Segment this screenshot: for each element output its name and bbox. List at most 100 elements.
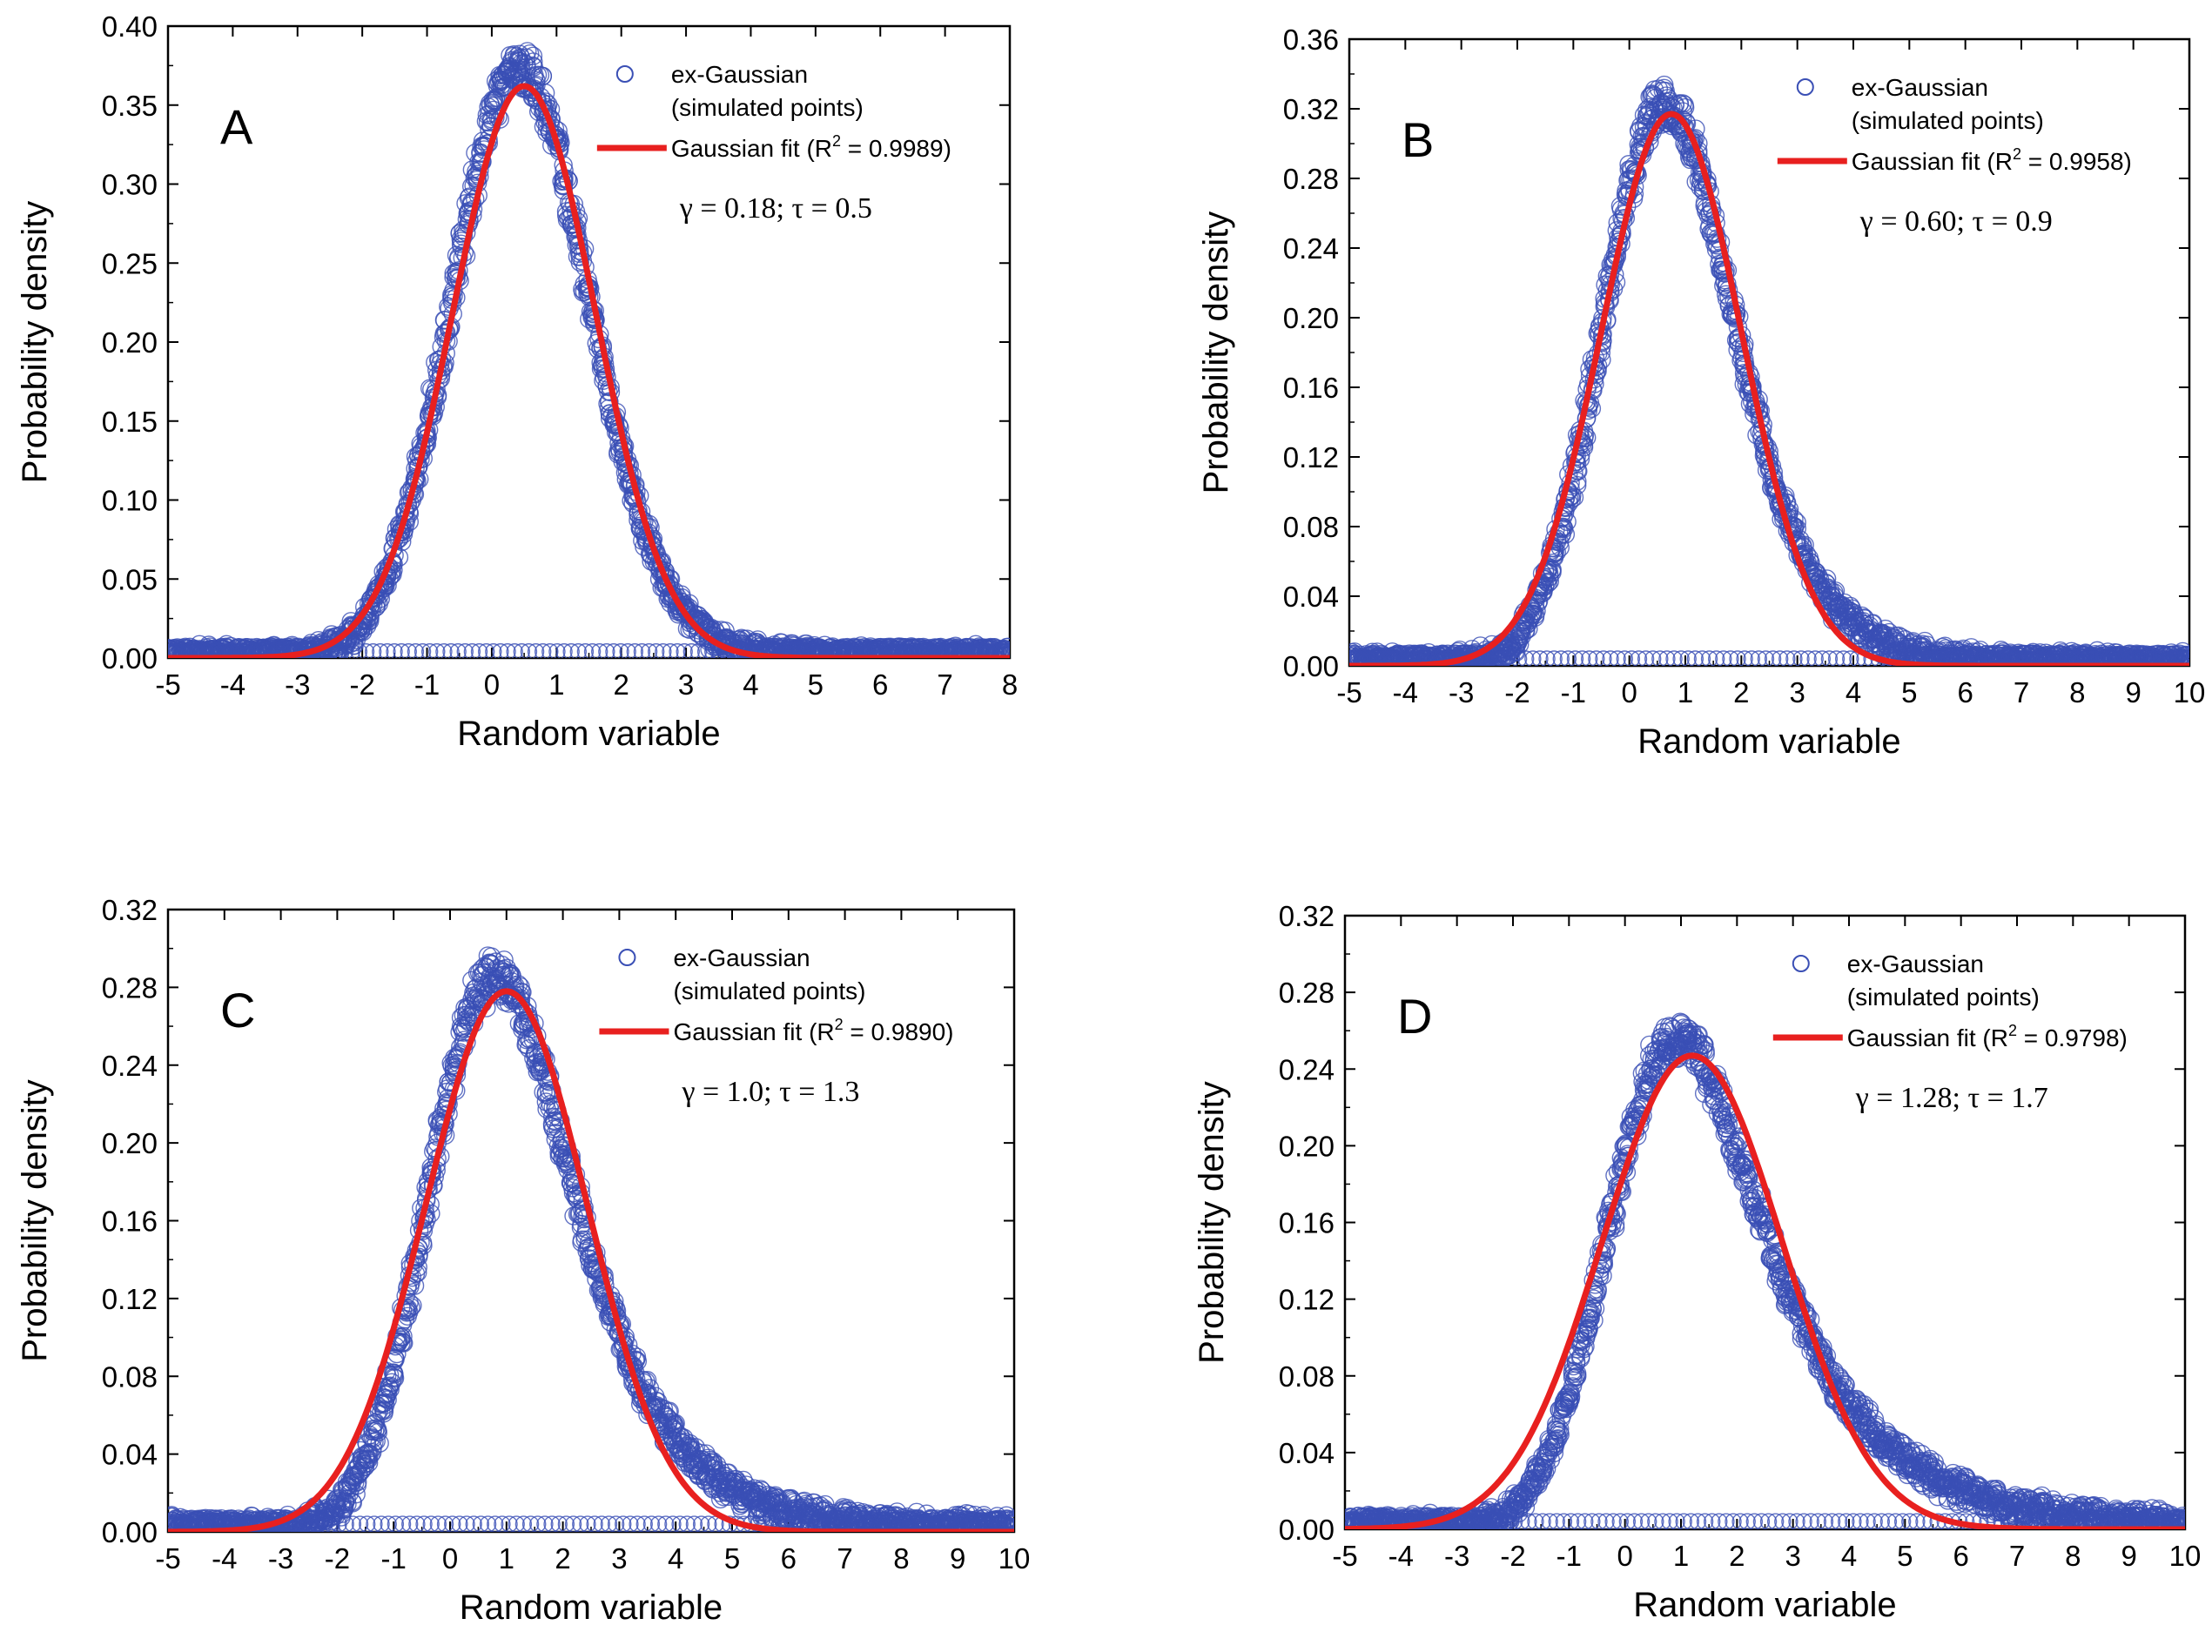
data-point [2081,650,2100,666]
data-point [2004,650,2021,666]
x-tick-label: 4 [668,1542,683,1575]
data-point [1806,650,1824,666]
data-point [523,46,543,66]
data-point [187,643,205,658]
data-point [1712,257,1732,276]
x-tick-label: 5 [1901,676,1917,708]
data-point [385,1365,404,1384]
data-point [796,643,814,658]
data-point [180,643,198,658]
data-point [562,643,580,658]
data-point [223,643,240,658]
fit-line [1349,111,2189,666]
data-point [1432,650,1450,666]
y-tick-label: 0.20 [102,1127,158,1159]
data-point [902,643,919,658]
data-point [1516,621,1536,641]
data-point [881,643,898,658]
data-point [1722,650,1739,666]
y-tick-label: 0.20 [1283,302,1339,334]
data-point [364,643,382,658]
data-point [1503,650,1521,666]
data-point [1524,650,1542,666]
data-point [845,643,863,658]
x-tick-label: 5 [724,1542,740,1575]
data-point [782,643,799,658]
data-point [2181,650,2189,666]
data-point [1361,650,1380,666]
data-point [2110,650,2128,666]
data-point [1954,650,1973,666]
x-tick-label: 6 [872,668,888,701]
data-point [569,643,588,658]
y-tick-label: 0.12 [102,1283,158,1315]
data-point [470,643,488,658]
data-point [477,643,495,658]
x-tick-label: 2 [614,668,629,701]
y-tick-label: 0.04 [1283,581,1339,613]
x-tick-label: 0 [442,1542,458,1575]
data-point [1891,650,1909,666]
data-point [761,643,778,658]
data-point [1700,650,1718,666]
data-point [527,643,545,658]
data-point [420,643,439,658]
data-point [951,643,969,658]
data-point [1637,650,1655,666]
data-point [485,643,502,658]
data-point [1729,650,1746,666]
y-tick-label: 0.00 [102,642,158,675]
data-point [360,1444,379,1464]
data-point [775,643,792,658]
data-point [520,643,538,658]
y-tick-label: 0.10 [102,485,158,517]
data-point [993,641,1010,658]
data-point [216,643,233,658]
legend: ex-Gaussian(simulated points)Gaussian fi… [1777,74,2132,175]
x-tick-label: 9 [950,1542,965,1575]
data-point [173,643,191,658]
data-point [2124,650,2141,666]
data-point [662,643,679,658]
data-point [400,643,417,658]
data-point [648,643,665,658]
data-point [598,643,615,658]
data-point [852,643,871,658]
x-tick-label: 6 [1957,676,1973,708]
data-point [1538,650,1556,666]
data-point [1771,650,1789,666]
data-point [945,643,962,658]
data-point [1418,650,1435,666]
y-tick-label: 0.40 [102,10,158,43]
x-tick-label: 3 [1789,676,1805,708]
data-point [1525,605,1545,625]
data-point [1764,650,1782,666]
data-point [576,643,595,658]
plot-frame [1348,37,2191,668]
data-point [1509,650,1528,666]
data-point [1983,650,2000,666]
data-point [1686,650,1704,666]
legend-scatter-label-2: (simulated points) [671,94,864,121]
data-point [1813,650,1832,666]
data-point [1785,650,1803,666]
data-point [570,252,590,272]
data-point [895,643,912,658]
data-point [1001,643,1010,658]
legend-scatter-marker [615,65,634,83]
plot-area [1349,75,2189,666]
data-point [1961,650,1980,666]
x-tick-label: 1 [499,1542,514,1575]
y-tick-label: 0.28 [1283,163,1339,195]
x-tick-label: 1 [548,668,564,701]
data-point [520,44,540,64]
data-point [492,643,509,658]
x-tick-label: -1 [1561,676,1586,708]
y-tick-label: 0.08 [1283,511,1339,543]
x-tick-label: 4 [1846,676,1861,708]
data-point [259,643,276,658]
data-point [2067,650,2085,666]
data-point [1489,650,1506,666]
data-point [655,643,672,658]
data-point [499,643,516,658]
